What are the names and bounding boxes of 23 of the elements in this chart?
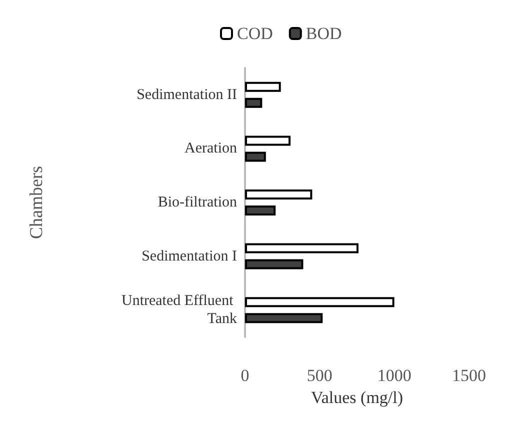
y-tick-label: Sedimentation II [136,86,237,103]
bar [245,206,276,216]
x-tick-label: 1500 [452,366,486,385]
bar [245,313,323,324]
bar [245,297,394,308]
bar [245,190,312,200]
legend-label: BOD [306,24,342,43]
x-tick-label: 0 [240,366,250,385]
x-tick-label: 500 [306,366,332,385]
x-axis-title: Values (mg/l) [310,388,404,407]
x-tick-label: 1000 [377,366,412,385]
bar [245,136,291,146]
bar [245,152,266,162]
bar [245,98,262,108]
legend-label: COD [237,24,273,43]
y-tick-label: Aeration [184,140,238,157]
y-tick-label: Bio-filtration [158,194,238,210]
y-axis-title: Chambers [26,166,46,239]
bar [245,243,358,254]
y-tick-label: Sedimentation I [142,248,237,264]
y-tick-label: Untreated Effluent Tank [121,293,238,328]
bar [245,82,281,92]
bar [245,259,304,270]
